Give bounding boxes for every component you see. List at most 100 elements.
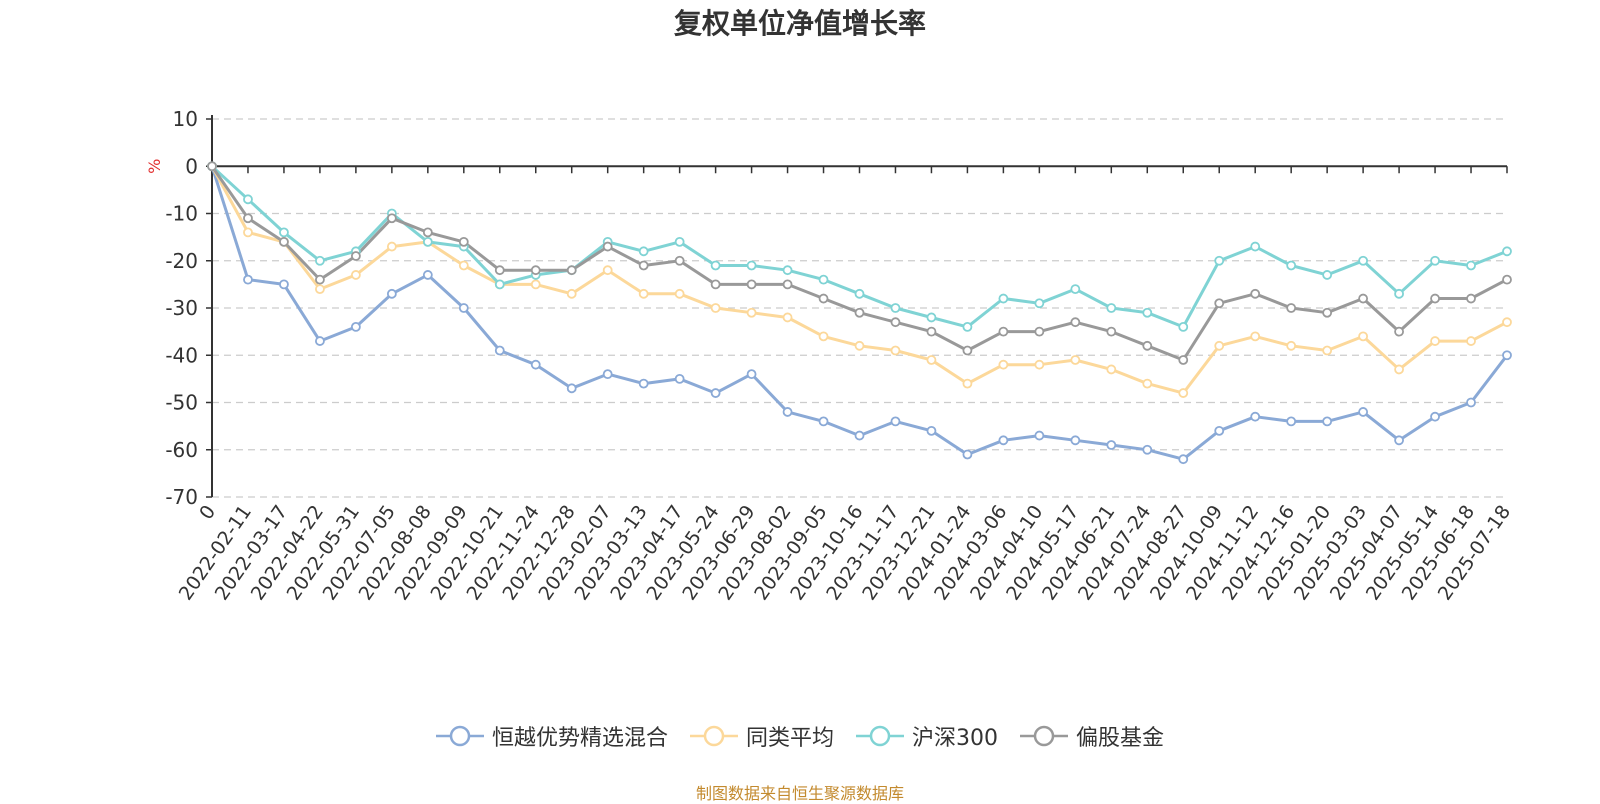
data-point: [962, 378, 973, 389]
data-point: [1106, 303, 1117, 313]
data-point: [998, 293, 1009, 304]
data-point: [1214, 340, 1225, 351]
y-tick-label: 0: [185, 154, 198, 178]
y-tick-label: -70: [165, 485, 198, 509]
data-point: [1214, 425, 1225, 436]
y-tick-label: -40: [165, 343, 198, 367]
data-point: [854, 340, 865, 351]
data-point: [1142, 444, 1153, 455]
data-point: [746, 307, 757, 318]
series-line: [210, 165, 1508, 329]
data-point: [315, 284, 325, 295]
data-point: [1142, 378, 1153, 389]
data-point: [1466, 293, 1476, 304]
data-point: [530, 359, 541, 370]
legend-circle: [449, 725, 471, 747]
series-line: [210, 165, 1508, 395]
data-point: [1286, 340, 1297, 351]
data-point: [638, 246, 649, 257]
series-line: [210, 165, 1508, 362]
data-point: [890, 317, 901, 328]
data-point: [1358, 407, 1369, 417]
data-point: [1358, 331, 1369, 342]
y-tick-label: -30: [165, 296, 198, 320]
legend-item[interactable]: 恒越优势精选混合: [435, 720, 668, 752]
data-point: [1070, 317, 1081, 328]
data-point: [494, 279, 505, 290]
data-point: [494, 345, 505, 356]
data-point: [1502, 246, 1512, 257]
data-point: [350, 270, 361, 280]
data-point: [422, 236, 433, 247]
data-point: [1142, 307, 1153, 318]
data-point: [854, 430, 865, 441]
data-point: [1250, 331, 1261, 342]
legend-label: 偏股基金: [1076, 726, 1165, 751]
data-point: [422, 227, 433, 238]
data-point: [818, 274, 829, 285]
data-point: [315, 274, 325, 285]
data-point: [1322, 307, 1333, 318]
data-point: [386, 241, 397, 252]
data-point: [1286, 260, 1297, 271]
data-point: [926, 326, 937, 337]
legend-item[interactable]: 偏股基金: [1020, 720, 1164, 752]
data-point: [1322, 416, 1333, 427]
data-point: [458, 303, 469, 313]
data-point: [494, 265, 505, 276]
data-point: [998, 326, 1009, 337]
data-point: [1286, 416, 1297, 427]
data-point: [638, 378, 649, 389]
series-points: [207, 161, 1512, 465]
data-point: [243, 213, 253, 224]
data-point: [602, 265, 613, 276]
data-point: [1178, 321, 1189, 332]
legend-marker-icon: [435, 725, 484, 747]
y-axis-unit-label: %: [145, 159, 164, 174]
data-point: [458, 260, 469, 271]
data-point: [638, 288, 649, 299]
data-point: [1430, 293, 1440, 304]
legend-item[interactable]: 同类平均: [689, 720, 834, 752]
data-point: [386, 288, 397, 299]
data-point: [782, 279, 793, 290]
data-point: [1466, 336, 1476, 346]
data-point: [818, 416, 829, 427]
y-tick-label: -10: [165, 202, 198, 226]
data-point: [1358, 293, 1369, 304]
data-point: [1250, 411, 1261, 422]
data-point: [1502, 274, 1512, 285]
data-point: [890, 345, 901, 356]
data-point: [674, 236, 685, 247]
data-point: [674, 288, 685, 299]
data-point: [243, 227, 253, 238]
data-point: [962, 345, 973, 356]
data-point: [1502, 317, 1512, 328]
data-point: [782, 312, 793, 323]
legend-marker-icon: [689, 725, 738, 747]
legend-item[interactable]: 沪深300: [856, 720, 998, 752]
legend-label: 恒越优势精选混合: [491, 726, 668, 751]
data-point: [1430, 255, 1440, 266]
data-point: [674, 373, 685, 384]
data-point: [602, 241, 613, 252]
data-point: [1394, 435, 1404, 446]
chart-title: 复权单位净值增长率: [673, 7, 926, 40]
legend-circle: [703, 725, 725, 747]
data-point: [962, 449, 973, 460]
data-point: [350, 251, 361, 261]
data-point: [998, 359, 1009, 370]
data-point: [530, 265, 541, 276]
data-point: [710, 388, 721, 398]
data-point: [1214, 298, 1225, 309]
data-point: [1106, 326, 1117, 337]
data-point: [1430, 411, 1440, 422]
data-point: [782, 265, 793, 276]
data-point: [1142, 340, 1153, 351]
data-point: [818, 293, 829, 304]
legend: 恒越优势精选混合 同类平均 沪深300 偏股基金: [0, 718, 1600, 754]
data-point: [279, 279, 289, 290]
legend-circle: [1033, 725, 1055, 747]
data-point: [818, 331, 829, 342]
data-point: [926, 425, 937, 436]
